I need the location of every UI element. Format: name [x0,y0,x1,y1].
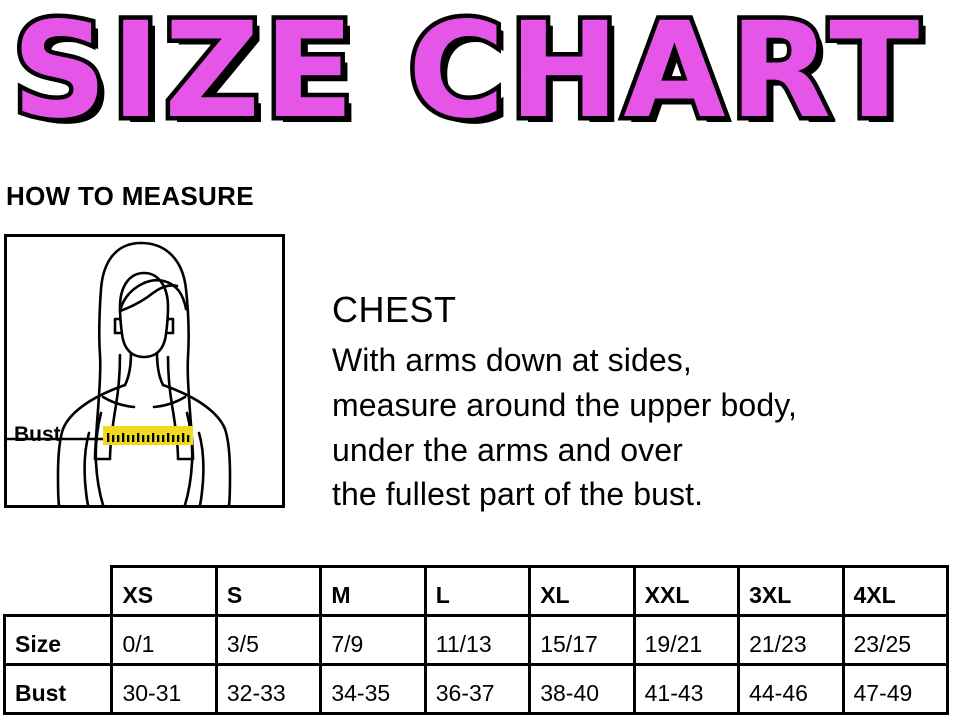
row-label-bust: Bust [2,663,114,715]
arm-inner-right [197,431,205,505]
column-header-xl: XL [528,565,636,617]
collarbone-left [101,395,136,409]
chest-heading: CHEST [332,289,457,330]
measuring-tape [103,426,193,445]
how-to-measure-heading: HOW TO MEASURE [6,181,254,211]
column-header-m: M [319,565,427,617]
cell-bust-xs: 30-31 [110,663,218,715]
bangs [118,278,188,313]
cell-size-xxl: 19/21 [632,614,741,666]
ear-right [166,317,175,335]
page-title-banner: SIZE CHART SIZE CHART [0,0,953,150]
arm-outer-right [223,427,232,505]
chest-line-2: measure around the upper body, [332,386,797,423]
shoulder-left [61,383,127,431]
cell-bust-s: 32-33 [214,663,323,715]
chest-line-3: under the arms and over [332,431,683,468]
face-outline [118,271,170,359]
shoulder-right [161,383,227,431]
cell-bust-l: 36-37 [423,663,532,715]
measure-illustration-box [4,234,285,508]
cell-size-m: 7/9 [319,614,427,666]
column-header-l: L [423,565,532,617]
table-header-row: XS S M L XL XXL 3XL 4XL [5,565,950,617]
row-label-size: Size [2,614,114,666]
bust-callout-text: Bust [14,423,61,446]
cell-bust-xl: 38-40 [528,663,636,715]
collarbone-right [152,395,187,409]
column-header-xs: XS [110,565,218,617]
cell-size-l: 11/13 [423,614,532,666]
neck-left [123,351,133,387]
torso-side-left [94,411,105,505]
chest-line-1: With arms down at sides, [332,342,692,378]
arm-inner-left [83,431,91,505]
neck-right [155,351,165,387]
cell-size-xs: 0/1 [110,614,218,666]
cell-bust-xxl: 41-43 [632,663,741,715]
column-header-3xl: 3XL [737,565,845,617]
female-figure-diagram [7,241,232,505]
column-header-s: S [214,565,323,617]
chest-line-4: the fullest part of the bust. [332,476,704,513]
column-header-4xl: 4XL [841,565,950,617]
chest-description-block: CHEST With arms down at sides, measure a… [332,292,942,517]
cell-size-s: 3/5 [214,614,323,666]
cell-bust-3xl: 44-46 [737,663,845,715]
size-chart-table: XS S M L XL XXL 3XL 4XL Size 0/1 3/5 7/9… [2,565,950,715]
table-corner-cell [5,567,112,616]
cell-size-3xl: 21/23 [737,614,845,666]
table-row-size: Size 0/1 3/5 7/9 11/13 15/17 19/21 21/23… [2,614,950,666]
hair-left [93,241,143,461]
cell-size-4xl: 23/25 [841,614,950,666]
page-title-text: SIZE CHART [12,0,923,148]
size-table-wrapper: XS S M L XL XXL 3XL 4XL Size 0/1 3/5 7/9… [0,565,953,715]
cell-size-xl: 15/17 [528,614,636,666]
cell-bust-m: 34-35 [319,663,427,715]
page-title-shadow: SIZE CHART [19,0,930,150]
ear-left [113,317,122,335]
cell-bust-4xl: 47-49 [841,663,950,715]
column-header-xxl: XXL [632,565,741,617]
arm-outer-left [56,427,65,505]
bust-callout-label: Bust [14,424,61,445]
hair-right [139,241,195,461]
bangs-sweep [118,284,179,313]
table-row-bust: Bust 30-31 32-33 34-35 36-37 38-40 41-43… [2,663,950,715]
